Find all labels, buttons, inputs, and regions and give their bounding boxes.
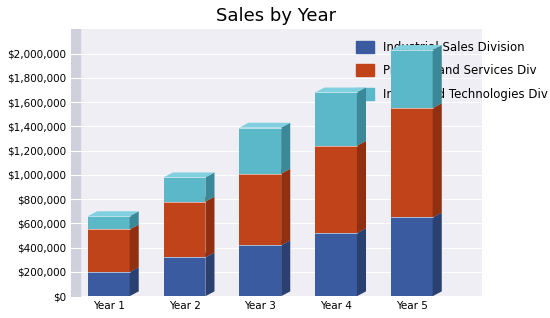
Polygon shape [164,197,215,202]
Polygon shape [391,108,433,217]
Polygon shape [205,172,214,202]
Polygon shape [239,174,281,245]
Polygon shape [239,240,290,245]
Polygon shape [391,50,433,108]
Polygon shape [205,197,214,257]
Polygon shape [433,103,442,217]
Polygon shape [315,233,357,296]
Polygon shape [164,202,205,257]
Polygon shape [391,103,442,108]
Polygon shape [315,146,357,233]
Polygon shape [130,267,139,296]
Polygon shape [281,169,290,245]
Polygon shape [315,92,357,146]
Polygon shape [130,211,139,230]
Polygon shape [391,217,433,296]
Polygon shape [315,87,366,92]
Polygon shape [357,228,366,296]
Polygon shape [239,123,290,128]
Polygon shape [433,212,442,296]
Polygon shape [164,172,215,177]
Polygon shape [88,267,139,272]
Polygon shape [88,230,130,272]
Legend: Industrial Sales Division, Products and Services Div, Integrated Technologies Di: Industrial Sales Division, Products and … [356,40,548,101]
Polygon shape [315,141,366,146]
Polygon shape [391,45,442,50]
Polygon shape [164,177,205,202]
Polygon shape [130,225,139,272]
Polygon shape [357,141,366,233]
Polygon shape [88,225,139,230]
Polygon shape [433,45,442,108]
Title: Sales by Year: Sales by Year [216,7,336,25]
Polygon shape [164,257,205,296]
Polygon shape [357,87,366,146]
Polygon shape [239,245,281,296]
Polygon shape [315,228,366,233]
Polygon shape [205,252,214,296]
Polygon shape [239,128,281,174]
Polygon shape [281,123,290,174]
Polygon shape [239,169,290,174]
Polygon shape [88,216,130,230]
Polygon shape [88,272,130,296]
Polygon shape [88,211,139,216]
Polygon shape [281,240,290,296]
Polygon shape [391,212,442,217]
Polygon shape [164,252,215,257]
